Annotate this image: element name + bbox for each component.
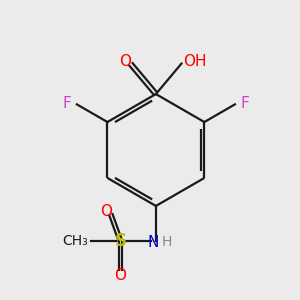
Text: O: O [119,54,131,69]
Text: F: F [63,96,71,111]
Text: N: N [147,235,159,250]
Text: H: H [162,235,172,249]
Text: F: F [240,96,249,111]
Text: S: S [115,232,127,250]
Text: O: O [115,268,127,283]
Text: CH₃: CH₃ [62,234,88,248]
Text: OH: OH [183,54,206,69]
Text: O: O [100,204,112,219]
